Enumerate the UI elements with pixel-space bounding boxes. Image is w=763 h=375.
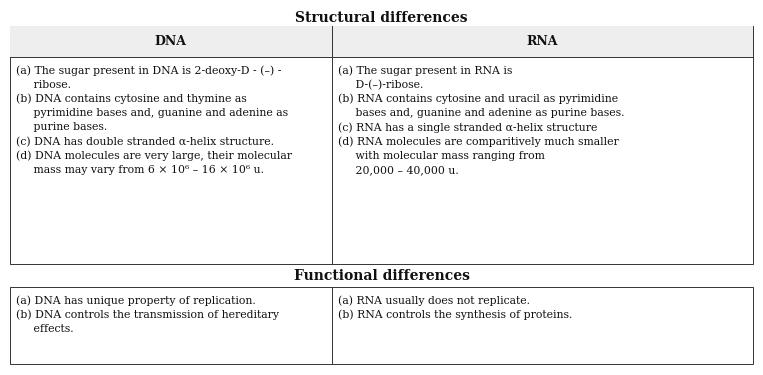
Text: (a) The sugar present in DNA is 2-deoxy-D - (–) -: (a) The sugar present in DNA is 2-deoxy-…: [16, 65, 282, 76]
Text: (a) DNA has unique property of replication.: (a) DNA has unique property of replicati…: [16, 295, 256, 306]
Text: Functional differences: Functional differences: [294, 269, 469, 283]
Bar: [10, 26, 753, 264]
Text: with molecular mass ranging from: with molecular mass ranging from: [338, 151, 545, 161]
Text: Structural differences: Structural differences: [295, 10, 468, 24]
Text: RNA: RNA: [526, 35, 559, 48]
Text: (b) DNA controls the transmission of hereditary: (b) DNA controls the transmission of her…: [16, 309, 279, 320]
Text: effects.: effects.: [16, 324, 74, 334]
Text: (b) DNA contains cytosine and thymine as: (b) DNA contains cytosine and thymine as: [16, 94, 246, 104]
Text: pyrimidine bases and, guanine and adenine as: pyrimidine bases and, guanine and adenin…: [16, 108, 288, 118]
Text: DNA: DNA: [155, 35, 187, 48]
Text: (b) RNA controls the synthesis of proteins.: (b) RNA controls the synthesis of protei…: [338, 309, 572, 320]
Text: (d) DNA molecules are very large, their molecular: (d) DNA molecules are very large, their …: [16, 151, 292, 161]
Text: (c) DNA has double stranded α-helix structure.: (c) DNA has double stranded α-helix stru…: [16, 136, 274, 147]
Text: D-(–)-ribose.: D-(–)-ribose.: [338, 80, 423, 90]
Text: (a) RNA usually does not replicate.: (a) RNA usually does not replicate.: [338, 295, 530, 306]
Text: mass may vary from 6 × 10⁶ – 16 × 10⁶ u.: mass may vary from 6 × 10⁶ – 16 × 10⁶ u.: [16, 165, 264, 175]
Text: (a) The sugar present in RNA is: (a) The sugar present in RNA is: [338, 65, 513, 76]
Text: (c) RNA has a single stranded α-helix structure: (c) RNA has a single stranded α-helix st…: [338, 122, 597, 133]
Text: (d) RNA molecules are comparitively much smaller: (d) RNA molecules are comparitively much…: [338, 136, 619, 147]
Text: bases and, guanine and adenine as purine bases.: bases and, guanine and adenine as purine…: [338, 108, 624, 118]
Text: ribose.: ribose.: [16, 80, 71, 90]
Bar: [10, 287, 753, 364]
Bar: [10, 26, 753, 57]
Text: 20,000 – 40,000 u.: 20,000 – 40,000 u.: [338, 165, 459, 175]
Text: (b) RNA contains cytosine and uracil as pyrimidine: (b) RNA contains cytosine and uracil as …: [338, 94, 618, 104]
Text: purine bases.: purine bases.: [16, 122, 108, 132]
